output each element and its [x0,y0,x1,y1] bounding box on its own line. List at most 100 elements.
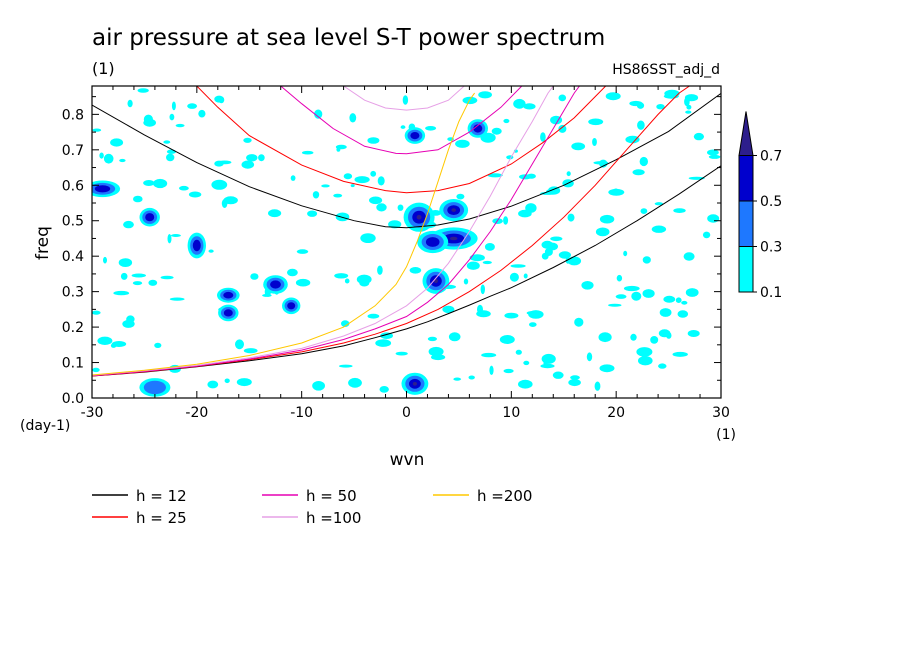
contour-speckle [143,114,153,125]
contour-speckle [599,364,615,373]
contour-speckle [246,154,258,162]
contour-speckle [131,273,146,278]
contour-speckle [388,220,402,229]
contour-speckle [684,97,690,107]
contour-speckle [103,153,114,164]
contour-speckle [321,184,330,188]
contour-speckle [477,304,483,314]
contour-speckle [148,279,158,286]
contour-speckle [462,96,478,105]
colorbar-extend-arrow [738,111,754,156]
y-tick-label: 0.6 [62,178,84,194]
contour-patch [473,124,483,133]
contour-speckle [526,311,538,315]
x-tick-label: -10 [290,405,313,421]
contour-speckle [489,365,494,375]
contour-speckle [290,175,296,181]
y-tick-label: 0.0 [62,391,84,407]
contour-speckle [650,336,659,344]
contour-speckle [504,312,519,319]
contour-speckle [550,236,563,242]
contour-speckle [409,267,422,274]
contour-speckle [552,371,564,379]
contour-patch [416,214,422,220]
contour-speckle [529,322,537,327]
contour-speckle [99,152,104,159]
contour-speckle [687,330,700,337]
contour-patch [145,213,155,222]
contour-speckle [377,176,385,186]
contour-speckle [525,203,537,213]
contour-speckle [654,202,664,206]
contour-speckle [118,258,133,267]
contour-speckle [167,234,172,244]
contour-speckle [558,251,572,259]
contour-speckle [478,91,492,99]
contour-speckle [143,180,155,186]
contour-speckle [367,313,380,319]
colorbar-segment [738,246,754,293]
contour-speckle [312,191,320,199]
colorbar-label: 0.3 [760,240,782,256]
contour-speckle [208,249,214,253]
contour-speckle [640,208,648,215]
contour-speckle [677,310,689,318]
y-tick-label: 0.5 [62,214,84,230]
contour-speckle [400,125,406,129]
contour-speckle [349,113,357,123]
contour-speckle [656,104,665,110]
contour-speckle [693,132,705,141]
contour-speckle [166,153,175,162]
contour-speckle [295,278,311,287]
y-tick-label: 0.4 [62,249,84,265]
contour-patch [270,280,281,289]
contour-speckle [268,209,282,218]
x-unit-label: (1) [716,427,736,443]
y-tick-label: 0.1 [62,356,84,372]
contour-speckle [307,210,318,217]
contour-speckle [663,295,676,303]
contour-speckle [574,317,584,327]
contour-speckle [127,99,133,108]
contour-speckle [188,191,202,198]
contour-speckle [224,378,230,384]
contour-speckle [103,256,107,264]
contour-speckle [453,377,462,381]
contour-speckle [598,332,612,343]
contour-speckle [375,339,392,347]
contour-speckle [608,303,622,307]
contour-speckle [675,297,682,304]
contour-speckle [523,273,528,279]
contour-speckle [120,272,128,280]
contour-speckle [468,375,475,380]
contour-speckle [588,118,604,126]
legend-label: h = 25 [136,509,187,527]
contour-speckle [631,291,642,301]
contour-speckle [595,227,610,237]
contour-speckle [685,110,692,114]
contour-speckle [523,103,536,110]
contour-speckle [296,249,309,254]
contour-patch [412,382,417,386]
contour-speckle [211,179,228,190]
contour-patch [94,185,111,193]
contour-speckle [179,185,189,191]
contour-speckle [377,265,383,275]
contour-speckle [425,126,437,131]
contour-speckle [170,234,181,237]
chart-subtitle-right: HS86SST_adj_d [612,62,720,78]
contour-speckle [344,278,350,284]
contour-speckle [133,195,143,203]
contour-speckle [558,94,567,102]
curve-25-n0 [92,86,690,377]
contour-speckle [707,214,720,223]
contour-speckle [343,173,353,180]
curve-100-n0 [92,86,554,376]
x-tick-label: -30 [81,405,104,421]
colorbar-label: 0.1 [760,285,782,301]
contour-speckle [503,368,514,374]
contour-speckle [503,118,510,124]
contour-speckle [673,208,686,214]
contour-speckle [570,375,580,380]
contour-speckle [558,124,567,133]
